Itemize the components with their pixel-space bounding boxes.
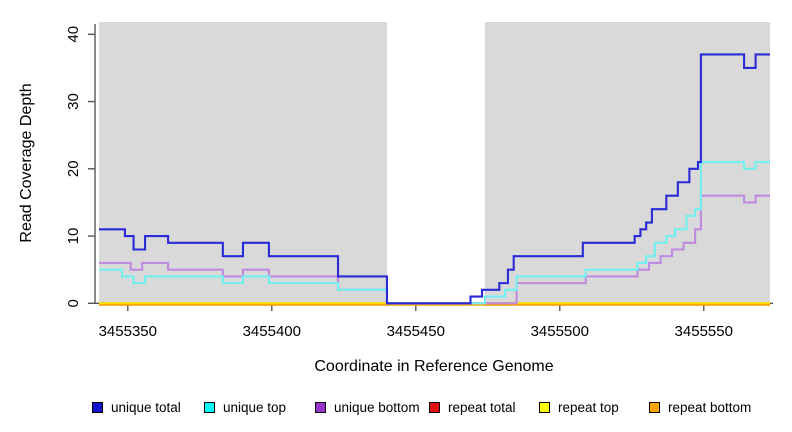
- x-tick-label: 3455350: [99, 323, 157, 340]
- x-tick-label: 3455500: [531, 323, 589, 340]
- y-tick-label: 10: [65, 228, 82, 245]
- y-axis-title: Read Coverage Depth: [18, 83, 35, 242]
- x-tick-label: 3455450: [387, 323, 445, 340]
- x-tick-label: 3455550: [675, 323, 733, 340]
- series-line-unique-total: [99, 53, 770, 305]
- series-line-unique-top: [99, 161, 770, 305]
- x-tick-label: 3455400: [243, 323, 301, 340]
- y-tick-label: 30: [65, 93, 82, 110]
- x-axis-title: Coordinate in Reference Genome: [314, 358, 553, 375]
- excluded-region: [386, 22, 485, 306]
- y-tick-label: 40: [65, 26, 82, 43]
- y-tick-label: 0: [65, 299, 82, 307]
- y-tick-label: 20: [65, 160, 82, 177]
- series-line-unique-bottom: [99, 194, 770, 305]
